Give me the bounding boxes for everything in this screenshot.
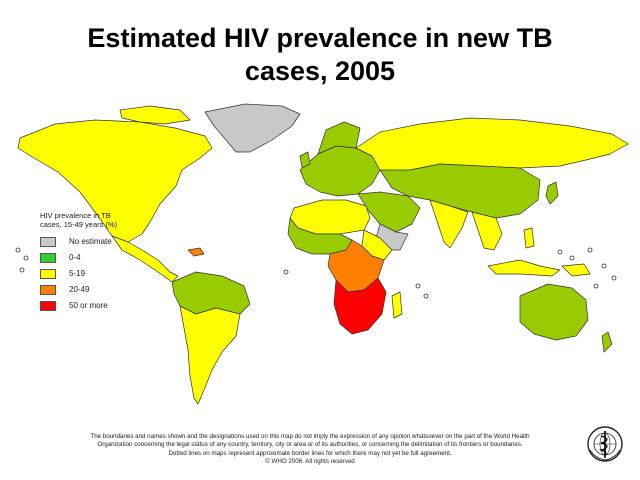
legend-title-line-1: HIV prevalence in TB [40, 211, 111, 220]
region-southern-africa [333, 277, 387, 335]
region-central-america [111, 235, 179, 283]
region-south-america-south [179, 305, 241, 405]
region-indonesia [487, 259, 561, 277]
region-north-america [17, 119, 213, 243]
legend-swatch [40, 284, 56, 295]
disclaimer-line-2: Organization concerning the legal status… [97, 441, 523, 449]
region-india [429, 199, 469, 249]
legend-label: 20-49 [69, 285, 90, 294]
legend-item-5-19: 5-19 [40, 267, 150, 280]
small-island-dots [15, 247, 617, 299]
region-greenland [204, 103, 301, 153]
region-scandinavia [317, 121, 361, 155]
disclaimer-text: The boundaries and names shown and the d… [40, 433, 580, 466]
legend-title-line-2: cases, 15-49 years (%) [40, 220, 118, 229]
region-uk [299, 151, 311, 169]
legend-item-20-49: 20-49 [40, 283, 150, 296]
disclaimer-line-1: The boundaries and names shown and the d… [90, 433, 530, 440]
disclaimer-line-4: © WHO 2006. All rights reserved [265, 457, 355, 465]
legend-label: 0-4 [69, 253, 81, 262]
legend-title: HIV prevalence in TB cases, 15-49 years … [40, 211, 150, 229]
title-line-1: Estimated HIV prevalence in new TB [87, 23, 553, 53]
world-map [15, 103, 629, 405]
legend-swatch [40, 300, 56, 311]
legend-item-no-estimate: No estimate [40, 235, 150, 248]
legend-label: No estimate [69, 237, 112, 246]
region-caribbean [187, 247, 205, 257]
region-japan [545, 181, 559, 205]
disclaimer-line-3: Dotted lines on maps represent approxima… [168, 449, 452, 457]
region-new-zealand [601, 331, 613, 353]
region-png [561, 263, 591, 277]
title-line-2: cases, 2005 [244, 56, 396, 86]
legend-item-0-4: 0-4 [40, 251, 150, 264]
map-legend: HIV prevalence in TB cases, 15-49 years … [40, 211, 150, 315]
region-central-africa [327, 239, 385, 293]
legend-item-50-or-more: 50 or more [40, 299, 150, 312]
region-southeast-asia [471, 211, 503, 251]
region-madagascar [391, 291, 403, 319]
region-north-africa [289, 199, 371, 235]
region-russia [355, 117, 629, 173]
legend-label: 50 or more [69, 301, 108, 310]
region-central-asia [379, 163, 541, 219]
region-middle-east [357, 191, 421, 233]
legend-label: 5-19 [69, 269, 86, 278]
legend-swatch [40, 268, 56, 279]
region-australia [519, 283, 589, 341]
legend-swatch [40, 236, 56, 247]
region-philippines [523, 227, 535, 249]
legend-swatch [40, 252, 56, 263]
region-arctic-islands [119, 105, 191, 125]
map-title: Estimated HIV prevalence in new TB cases… [0, 22, 640, 88]
who-emblem-icon [587, 426, 623, 462]
